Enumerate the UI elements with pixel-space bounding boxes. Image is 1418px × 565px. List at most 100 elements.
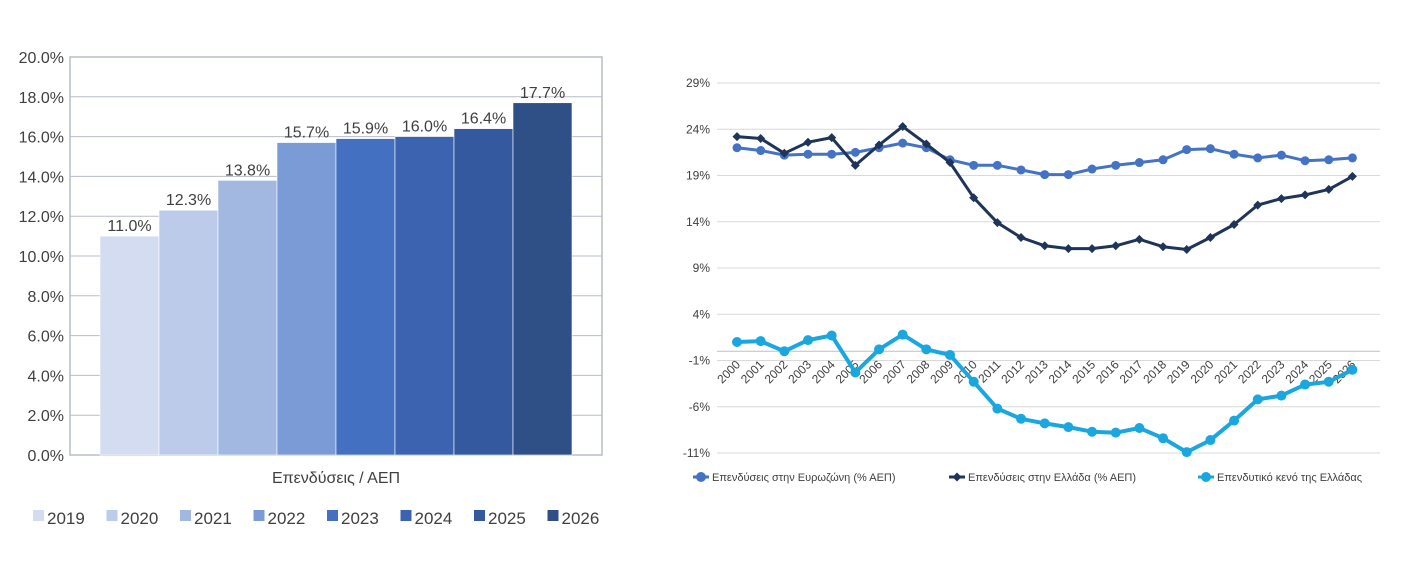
- data-point: [969, 193, 979, 203]
- x-tick-label: 2002: [762, 357, 791, 386]
- x-tick-label: 2021: [1211, 357, 1240, 386]
- data-point: [1181, 447, 1192, 458]
- data-point: [1324, 184, 1334, 194]
- data-point: [992, 160, 1002, 170]
- data-point: [1205, 435, 1216, 446]
- data-point: [1158, 155, 1168, 165]
- legend-marker: [1201, 472, 1211, 482]
- legend-swatch: [33, 510, 44, 521]
- bar-2021: [217, 180, 278, 456]
- bar-2023: [335, 138, 396, 456]
- x-tick-label: 2015: [1069, 357, 1098, 386]
- x-tick-label: 2023: [1259, 357, 1288, 386]
- data-point: [1039, 418, 1050, 429]
- data-point: [803, 137, 813, 147]
- y-tick-label: 8.0%: [28, 289, 64, 306]
- data-point: [969, 160, 979, 170]
- y-tick-label: 2.0%: [28, 408, 64, 425]
- line-chart: -11%-6%-1%4%9%14%19%24%29%20002001200220…: [683, 76, 1380, 484]
- y-tick-label: 0.0%: [28, 448, 64, 465]
- x-tick-label: 2006: [856, 357, 885, 386]
- data-point: [992, 218, 1002, 228]
- data-point: [1276, 390, 1287, 401]
- y-tick-label: -11%: [683, 446, 710, 460]
- data-point: [992, 403, 1003, 414]
- data-point: [826, 330, 837, 341]
- data-point: [732, 337, 742, 347]
- data-point: [779, 148, 789, 158]
- bar-chart: 0.0% 2.0% 4.0% 6.0% 8.0% 10.0% 12.0% 14.0% 16.0%…: [19, 50, 603, 528]
- bar-2022: [276, 142, 337, 456]
- y-tick-label: 29%: [686, 76, 710, 90]
- data-point: [1016, 165, 1026, 175]
- y-tick-label: 14%: [686, 215, 710, 229]
- bar-2020: [158, 209, 219, 456]
- y-tick-label: 6.0%: [28, 329, 64, 346]
- x-tick-label: 2020: [1188, 357, 1217, 386]
- y-tick-label: -6%: [689, 400, 711, 414]
- x-tick-label: 2009: [927, 357, 956, 386]
- data-label: 15.9%: [343, 121, 388, 138]
- legend-swatch: [474, 510, 485, 521]
- y-tick-label: -1%: [689, 354, 711, 368]
- x-tick-label: 2022: [1235, 357, 1264, 386]
- series-line-2: [736, 125, 1354, 251]
- bar-2026: [512, 102, 573, 456]
- data-point: [898, 121, 908, 131]
- bar-2024: [394, 136, 455, 456]
- y-tick-label: 9%: [693, 261, 711, 275]
- legend-label: Επενδυτικό κενό της Ελλάδας: [1217, 472, 1362, 484]
- data-point: [1347, 153, 1357, 163]
- legend-marker: [696, 472, 706, 482]
- data-point: [1324, 155, 1334, 165]
- data-point: [1253, 200, 1263, 210]
- data-point: [850, 367, 861, 378]
- data-point: [803, 149, 813, 159]
- y-tick-label: 4.0%: [28, 368, 64, 385]
- legend-label: 2021: [194, 509, 232, 528]
- series-line-3: [736, 332, 1354, 455]
- x-tick-label: 2008: [904, 357, 933, 386]
- data-point: [1182, 245, 1192, 254]
- data-point: [898, 138, 908, 148]
- x-tick-label: 2000: [714, 357, 743, 386]
- data-point: [1229, 220, 1239, 230]
- legend-swatch: [547, 510, 559, 521]
- data-point: [1063, 244, 1073, 254]
- data-point: [1229, 415, 1240, 426]
- x-tick-label: 2007: [880, 357, 909, 386]
- data-point: [897, 329, 908, 340]
- y-tick-label: 20.0%: [19, 50, 64, 67]
- data-point: [1300, 156, 1310, 166]
- data-point: [1323, 376, 1334, 387]
- legend-label: 2022: [268, 509, 306, 528]
- data-point: [945, 349, 956, 360]
- data-point: [1158, 242, 1168, 252]
- data-point: [1276, 194, 1286, 204]
- x-tick-label: 2001: [738, 357, 767, 386]
- data-label: 17.7%: [520, 85, 565, 102]
- x-tick-label: 2012: [998, 357, 1027, 386]
- x-tick-label: 2004: [809, 357, 838, 386]
- legend-marker: [952, 472, 962, 482]
- legend-swatch: [180, 510, 191, 521]
- legend-label: 2026: [562, 509, 600, 528]
- data-point: [1347, 364, 1358, 375]
- x-tick-label: 2011: [975, 357, 1003, 385]
- data-point: [756, 134, 766, 143]
- data-point: [1134, 423, 1145, 434]
- x-tick-label: 2014: [1046, 357, 1075, 386]
- x-tick-label: 2019: [1164, 357, 1193, 386]
- x-axis-title: Επενδύσεις / ΑΕΠ: [272, 470, 400, 487]
- data-point: [1087, 244, 1097, 254]
- data-point: [1300, 190, 1310, 200]
- data-point: [756, 146, 766, 156]
- data-point: [1111, 241, 1121, 251]
- data-point: [1087, 426, 1098, 437]
- y-tick-label: 14.0%: [19, 169, 64, 186]
- legend-label: Επενδύσεις στην Ελλάδα (% ΑΕΠ): [968, 472, 1136, 484]
- x-tick-label: 2018: [1140, 357, 1169, 386]
- y-tick-label: 24%: [686, 122, 710, 136]
- legend-swatch: [253, 510, 265, 521]
- legend-label: 2019: [47, 509, 85, 528]
